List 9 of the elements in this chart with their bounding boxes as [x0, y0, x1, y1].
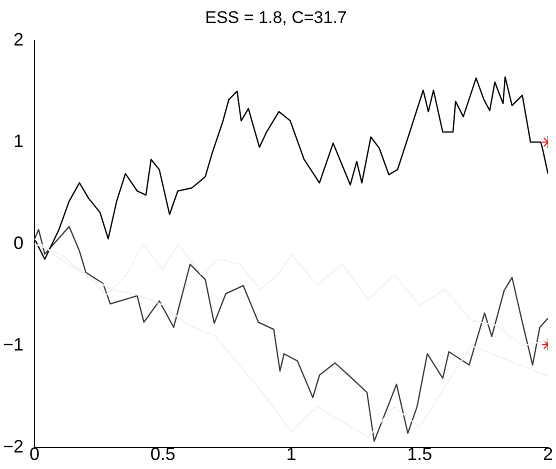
y-tick-label: 2	[14, 29, 24, 50]
x-tick-label: 1	[286, 444, 296, 464]
chart-title: ESS = 1.8, C=31.7	[205, 8, 347, 27]
y-tick-label: −1	[2, 334, 24, 355]
x-tick-label: 0	[30, 444, 40, 464]
y-tick-label: 0	[14, 232, 24, 253]
y-tick-label: 1	[14, 131, 24, 152]
x-tick-label: 2	[542, 444, 553, 464]
y-tick-label: −2	[2, 436, 24, 456]
